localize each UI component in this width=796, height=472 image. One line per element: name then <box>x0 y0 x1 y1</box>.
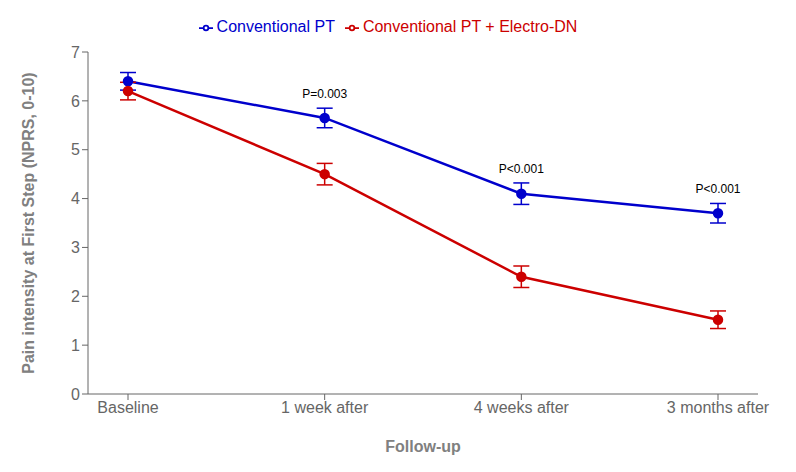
svg-text:Pain intensity at First Step (: Pain intensity at First Step (NPRS, 0-10… <box>20 72 37 373</box>
html-text:Conventional PT: Conventional PT <box>216 18 335 35</box>
svg-text:6: 6 <box>71 93 80 110</box>
svg-text:3 months after: 3 months after <box>667 399 770 416</box>
svg-text:Follow-up: Follow-up <box>385 438 461 455</box>
svg-text:4: 4 <box>71 190 80 207</box>
svg-text:P<0.001: P<0.001 <box>499 162 544 176</box>
svg-text:1: 1 <box>71 337 80 354</box>
svg-text:5: 5 <box>71 141 80 158</box>
svg-text:P=0.003: P=0.003 <box>302 87 347 101</box>
svg-text:1 week after: 1 week after <box>281 399 369 416</box>
svg-text:4 weeks after: 4 weeks after <box>474 399 570 416</box>
svg-text:7: 7 <box>71 44 80 61</box>
svg-text:3: 3 <box>71 239 80 256</box>
svg-text:P<0.001: P<0.001 <box>695 182 740 196</box>
svg-text:2: 2 <box>71 288 80 305</box>
html-text:Conventional PT + Electro-DN: Conventional PT + Electro-DN <box>362 18 578 35</box>
svg-text:Baseline: Baseline <box>97 399 158 416</box>
svg-text:0: 0 <box>71 386 80 403</box>
